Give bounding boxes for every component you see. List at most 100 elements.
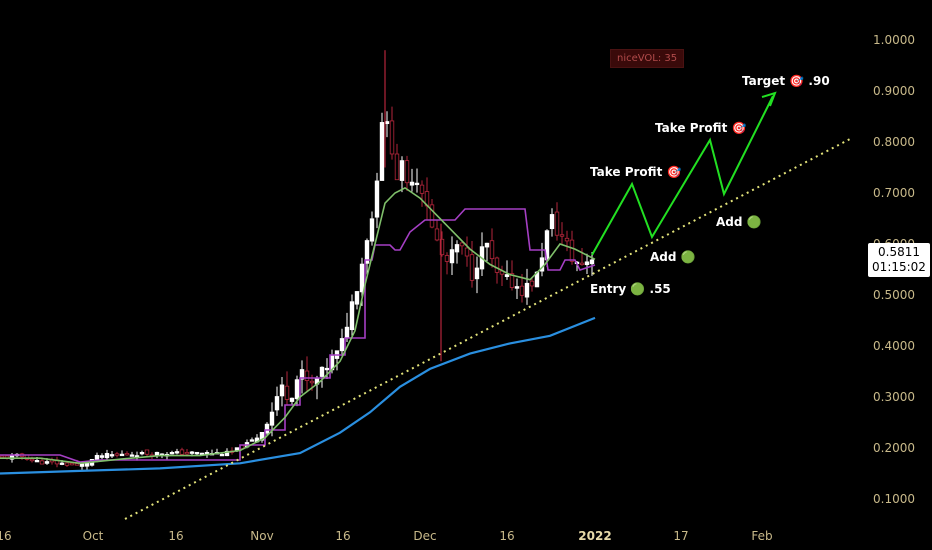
- x-tick-label: Dec: [413, 529, 436, 543]
- bar-countdown: 01:15:02: [872, 260, 926, 274]
- candle-body: [384, 121, 390, 125]
- candle-body: [124, 453, 130, 456]
- candle-body: [139, 452, 145, 455]
- candle-body: [494, 257, 500, 273]
- x-tick-label: Feb: [751, 529, 772, 543]
- candle-body: [524, 282, 530, 298]
- candle-body: [34, 459, 40, 463]
- candle-body: [114, 453, 120, 456]
- y-tick-label: 0.4000: [873, 339, 915, 353]
- y-axis: 1.00000.90000.80000.70000.60000.50000.40…: [873, 33, 915, 506]
- candle-body: [359, 263, 365, 293]
- candle-body: [374, 180, 380, 218]
- candle-body: [504, 274, 510, 277]
- candle-body: [394, 153, 400, 181]
- candle-body: [369, 218, 375, 242]
- y-tick-label: 0.7000: [873, 186, 915, 200]
- candle-body: [39, 460, 45, 465]
- x-tick-label: 16: [499, 529, 514, 543]
- blue-moving-average: [0, 316, 596, 475]
- candle-body: [224, 450, 230, 457]
- candle-body: [514, 286, 520, 289]
- candle-body: [294, 379, 300, 400]
- candle-body: [344, 326, 350, 338]
- candle-body: [79, 463, 85, 467]
- projection-arrowhead: [761, 91, 777, 107]
- x-axis: 16 Oct 16 Nov 16 Dec 16 2022 17 Feb: [0, 529, 773, 543]
- candle-body: [459, 242, 465, 247]
- candle-body: [184, 452, 190, 455]
- candle-body: [104, 453, 110, 459]
- candle-body: [94, 454, 100, 460]
- candle-body: [59, 462, 65, 465]
- candle-body: [319, 366, 325, 377]
- candle-body: [464, 247, 470, 257]
- candle-body: [339, 338, 345, 352]
- x-tick-label: Nov: [250, 529, 273, 543]
- purple-channel-line: [0, 208, 596, 463]
- candle-body: [279, 384, 285, 397]
- x-tick-label: 16: [168, 529, 183, 543]
- green-moving-average: [0, 186, 596, 465]
- candle-body: [439, 238, 445, 256]
- y-tick-label: 0.3000: [873, 390, 915, 404]
- x-tick-label: Oct: [83, 529, 104, 543]
- annotation-take-profit-2: Take Profit 🎯: [655, 121, 746, 135]
- volume-badge: niceVOL: 35: [610, 49, 685, 68]
- annotation-add-1: Add 🟢: [650, 250, 696, 264]
- candle-body: [509, 273, 515, 288]
- candle-body: [484, 242, 490, 248]
- candles: [0, 50, 595, 470]
- candle-body: [284, 385, 290, 400]
- current-price-label: 0.5811 01:15:02: [868, 243, 930, 277]
- x-tick-label: 16: [335, 529, 350, 543]
- candle-body: [434, 228, 440, 241]
- candle-body: [354, 291, 360, 305]
- y-tick-label: 0.9000: [873, 84, 915, 98]
- candle-body: [74, 463, 80, 466]
- candle-body: [189, 451, 195, 454]
- candle-body: [579, 262, 585, 266]
- candle-body: [119, 453, 125, 457]
- candle-body: [219, 453, 225, 457]
- candle-body: [99, 455, 105, 458]
- candle-body: [29, 458, 35, 462]
- candle-body: [469, 254, 475, 281]
- candle-body: [299, 369, 305, 380]
- candle-body: [569, 239, 575, 262]
- y-tick-label: 0.5000: [873, 288, 915, 302]
- candle-body: [429, 204, 435, 228]
- candle-body: [249, 439, 255, 442]
- candle-body: [274, 396, 280, 411]
- candle-body: [549, 214, 555, 230]
- candle-body: [179, 449, 185, 455]
- candle-body: [324, 367, 330, 371]
- y-tick-label: 0.2000: [873, 441, 915, 455]
- candle-body: [304, 370, 310, 381]
- candle-body: [489, 240, 495, 260]
- candle-body: [364, 240, 370, 264]
- y-tick-label: 0.8000: [873, 135, 915, 149]
- candle-body: [444, 255, 450, 262]
- candle-body: [474, 267, 480, 280]
- candle-body: [404, 160, 410, 184]
- candle-body: [389, 120, 395, 155]
- current-price: 0.5811: [878, 245, 920, 259]
- candle-body: [529, 280, 535, 287]
- candle-body: [64, 462, 70, 466]
- candle-body: [44, 461, 50, 464]
- candle-body: [519, 285, 525, 296]
- candle-body: [169, 452, 175, 455]
- candle-body: [264, 423, 270, 434]
- candle-body: [129, 454, 135, 457]
- annotation-add-2: Add 🟢: [716, 215, 762, 229]
- candle-body: [564, 237, 570, 242]
- annotation-entry: Entry 🟢 .55: [590, 282, 671, 296]
- candle-body: [289, 397, 295, 402]
- candle-body: [589, 259, 595, 265]
- candle-body: [309, 380, 315, 384]
- annotation-target: Target 🎯 .90: [742, 74, 830, 88]
- candle-body: [69, 462, 75, 466]
- candle-body: [584, 261, 590, 266]
